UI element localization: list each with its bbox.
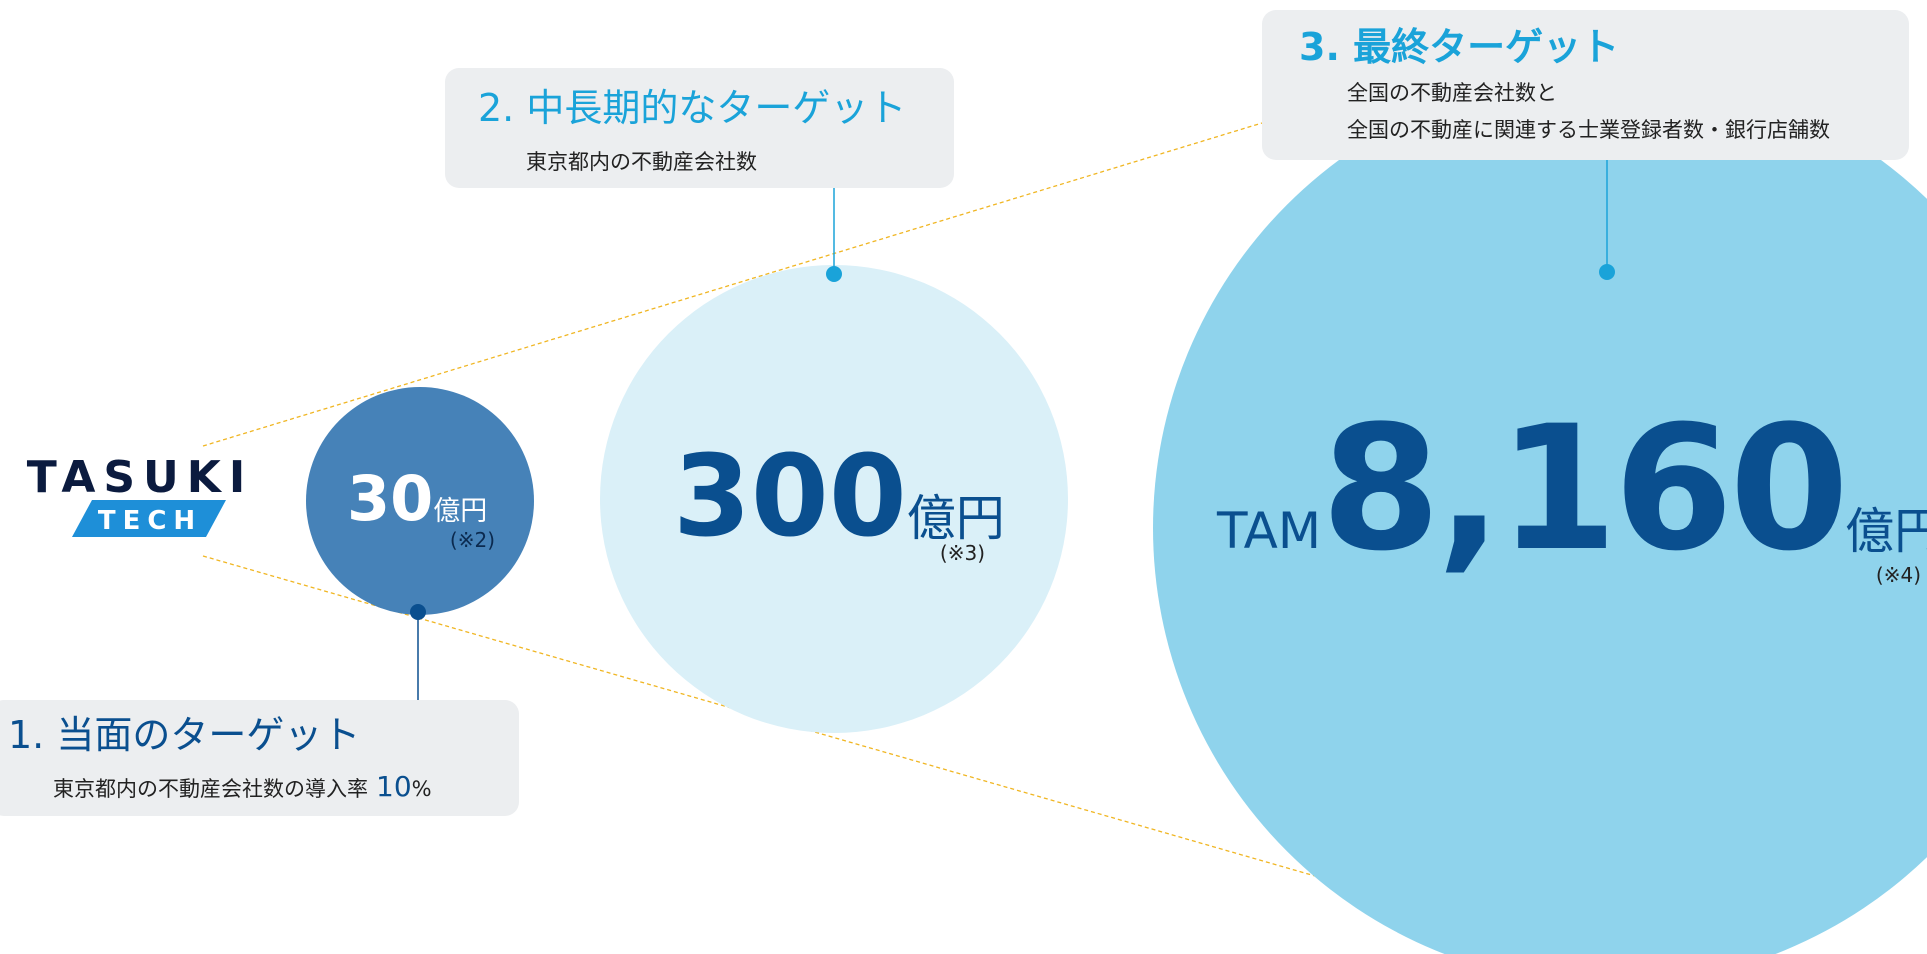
connector-dot: [826, 266, 842, 282]
target-box: [445, 68, 954, 188]
guide-line: [202, 122, 1263, 447]
target-box: [1262, 10, 1909, 160]
note: (※4): [1876, 563, 1921, 587]
unit: 億円: [433, 496, 487, 527]
target-description: 東京都内の不動産会社数: [526, 150, 757, 174]
market-value: TAM8,160億円: [1216, 388, 1927, 589]
unit: 億円: [907, 490, 1005, 547]
logo-band: [72, 500, 226, 537]
logo-top: TASUKI: [27, 452, 254, 503]
target-description: 東京都内の不動産会社数の導入率 10%: [53, 770, 432, 803]
note: (※3): [940, 541, 985, 565]
target-heading: 3. 最終ターゲット: [1299, 25, 1619, 69]
amount: 300: [673, 432, 907, 562]
market-value: 30億円: [347, 462, 487, 535]
logo-bottom: TECH: [98, 506, 202, 536]
tam-circle: [1153, 71, 1927, 954]
target-description: 全国の不動産会社数と: [1347, 81, 1557, 105]
target-heading: 2. 中長期的なターゲット: [478, 86, 906, 130]
prefix: TAM: [1216, 502, 1321, 560]
note: (※2): [450, 528, 495, 552]
logo: TASUKI TECH: [27, 452, 254, 537]
near-circle: [306, 387, 534, 615]
mid-circle: [600, 265, 1068, 733]
target-line: 東京都内の不動産会社数の導入率: [53, 777, 368, 801]
amount: 8,160: [1321, 388, 1845, 589]
target-box: [0, 700, 519, 816]
target-description: 全国の不動産に関連する士業登録者数・銀行店舗数: [1347, 118, 1830, 142]
rate: 10: [376, 770, 412, 803]
connector-dot: [410, 604, 426, 620]
unit: 億円: [1845, 503, 1927, 560]
connector-dot: [1599, 264, 1615, 280]
amount: 30: [347, 462, 433, 535]
market-value: 300億円: [673, 432, 1005, 562]
rate-unit: %: [412, 777, 432, 801]
target-heading: 1. 当面のターゲット: [8, 713, 360, 757]
